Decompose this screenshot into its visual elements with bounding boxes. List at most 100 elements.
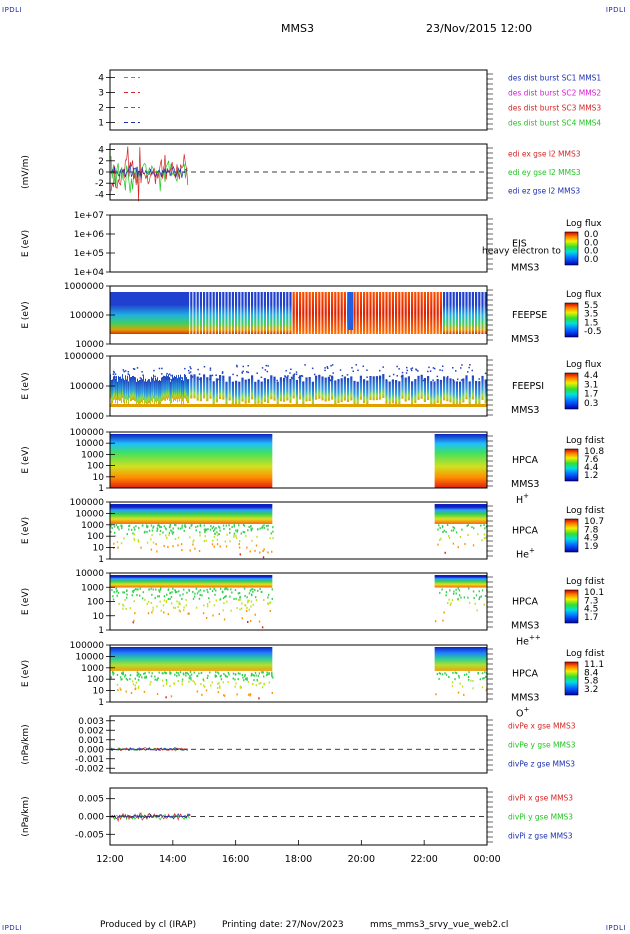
y-tick-label: 100 (87, 598, 104, 608)
hpca-speck (262, 671, 264, 674)
feepsi-speck (451, 367, 454, 369)
feepsi-speck (396, 365, 398, 368)
hpca-speck (224, 587, 227, 590)
hpca-speck (193, 671, 196, 674)
series-trace-2 (110, 164, 188, 178)
hpca-speck (453, 527, 456, 530)
feepsi-strip (174, 375, 175, 400)
y-tick-label: 4 (98, 74, 104, 84)
y-tick-label: 1 (98, 555, 104, 565)
hpca-speck (269, 601, 271, 604)
hpca-speck (165, 600, 168, 603)
hpca-speck (271, 588, 273, 591)
hpca-speck (243, 524, 246, 527)
hpca-speck (222, 681, 225, 684)
hpca-speck (252, 674, 254, 677)
feepsi-strip (140, 379, 141, 404)
hpca-speck (132, 683, 135, 686)
instrument-label: EIS (512, 239, 527, 250)
feepsi-speck (332, 372, 335, 374)
hpca-speck (445, 673, 448, 676)
feepsi-speck (285, 369, 287, 372)
feepse-strip (302, 292, 305, 334)
instrument-label: HPCA (512, 526, 539, 537)
hpca-speck (156, 550, 158, 553)
hpca-speck (190, 678, 192, 681)
feepsi-speck (112, 370, 115, 373)
hpca-speck (271, 597, 273, 600)
hpca-speck (477, 533, 479, 536)
hpca-speck (178, 603, 180, 606)
hpca-speck (466, 524, 468, 527)
hpca-speck (441, 525, 444, 528)
feepse-strip (375, 292, 378, 334)
feepsi-speck (114, 373, 117, 375)
feepse-strip (203, 292, 206, 334)
hpca-speck (485, 689, 488, 692)
hpca-speck (212, 525, 215, 528)
y-tick-label: 1 (98, 626, 104, 636)
feepsi-strip (420, 374, 423, 399)
feepsi-speck (172, 377, 175, 380)
feepse-strip (187, 292, 190, 334)
panel-frame (109, 501, 488, 560)
hpca-speck (173, 682, 175, 685)
feepsi-strip (324, 377, 327, 402)
hpca-speck (252, 590, 254, 593)
feepse-strip (276, 292, 279, 334)
hpca-speck (458, 674, 460, 677)
hpca-speck (146, 602, 148, 605)
hpca-speck (244, 675, 246, 678)
feepsi-speck (132, 368, 135, 370)
feepse-strip (212, 292, 215, 334)
feepsi-speck (273, 378, 276, 381)
hpca-speck (254, 671, 257, 674)
hpca-speck (158, 524, 160, 527)
hpca-speck (453, 590, 455, 593)
hpca-speck (204, 531, 206, 534)
hpca-speck (123, 537, 125, 540)
hpca-speck (156, 529, 158, 532)
feepsi-strip (455, 381, 458, 406)
hpca-speck (223, 618, 226, 621)
feepsi-speck (170, 374, 172, 377)
hpca-speck (483, 677, 485, 680)
hpca-speck (133, 539, 136, 542)
feepse-strip (395, 292, 398, 334)
hpca-speck (205, 539, 207, 542)
hpca-speck (165, 672, 168, 675)
hpca-speck (113, 591, 115, 594)
feepsi-strip (116, 376, 117, 401)
colorbar (564, 448, 579, 482)
feepsi-speck (427, 370, 429, 373)
y-tick-label: 100000 (70, 641, 105, 651)
feepsi-speck (169, 378, 171, 381)
colorbar-title: Log flux (566, 219, 602, 229)
hpca-speck (167, 613, 170, 616)
y-tick-label: 3 (98, 89, 104, 99)
hpca-speck (194, 683, 197, 686)
hpca-speck (112, 671, 115, 674)
hpca-speck (220, 674, 222, 677)
colorbar-title: Log fdist (566, 649, 605, 659)
hpca-speck (485, 536, 487, 539)
feepse-strip (359, 292, 362, 334)
hpca-speck (126, 593, 128, 596)
hpca-speck (256, 678, 258, 681)
feepsi-speck (218, 378, 220, 381)
hpca-speck (135, 525, 137, 528)
hpca-speck (134, 677, 136, 680)
hpca-speck (472, 679, 474, 682)
feepsi-speck (266, 370, 269, 373)
hpca-speck (203, 604, 205, 607)
hpca-speck (271, 691, 273, 694)
feepse-strip (305, 292, 308, 334)
hpca-speck (215, 599, 218, 602)
hpca-speck (443, 529, 446, 532)
hpca-speck (158, 671, 160, 674)
hpca-speck (180, 543, 183, 546)
feepsi-speck (164, 375, 166, 378)
y-axis-label: E (eV) (21, 588, 31, 615)
hpca-speck (434, 620, 437, 623)
